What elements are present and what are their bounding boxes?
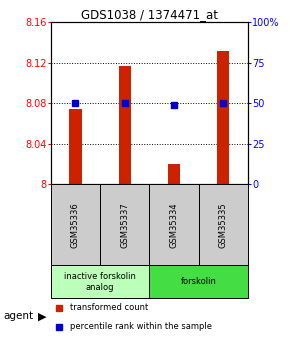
Bar bbox=[69, 109, 81, 185]
Text: ▶: ▶ bbox=[38, 312, 46, 321]
Text: GSM35334: GSM35334 bbox=[169, 202, 179, 248]
Bar bbox=[100, 185, 149, 266]
Text: GSM35336: GSM35336 bbox=[71, 202, 80, 248]
Bar bbox=[51, 185, 100, 266]
Text: agent: agent bbox=[3, 312, 33, 321]
Bar bbox=[217, 51, 229, 185]
Bar bbox=[119, 66, 131, 185]
Text: forskolin: forskolin bbox=[181, 277, 217, 286]
Text: GSM35337: GSM35337 bbox=[120, 202, 129, 248]
Bar bbox=[51, 266, 149, 298]
Text: GSM35335: GSM35335 bbox=[219, 202, 228, 248]
Text: percentile rank within the sample: percentile rank within the sample bbox=[70, 322, 213, 332]
Text: transformed count: transformed count bbox=[70, 303, 149, 312]
Bar bbox=[199, 185, 248, 266]
Bar bbox=[168, 164, 180, 185]
Bar bbox=[149, 185, 199, 266]
Bar bbox=[149, 266, 248, 298]
Title: GDS1038 / 1374471_at: GDS1038 / 1374471_at bbox=[81, 8, 218, 21]
Text: inactive forskolin
analog: inactive forskolin analog bbox=[64, 272, 136, 292]
